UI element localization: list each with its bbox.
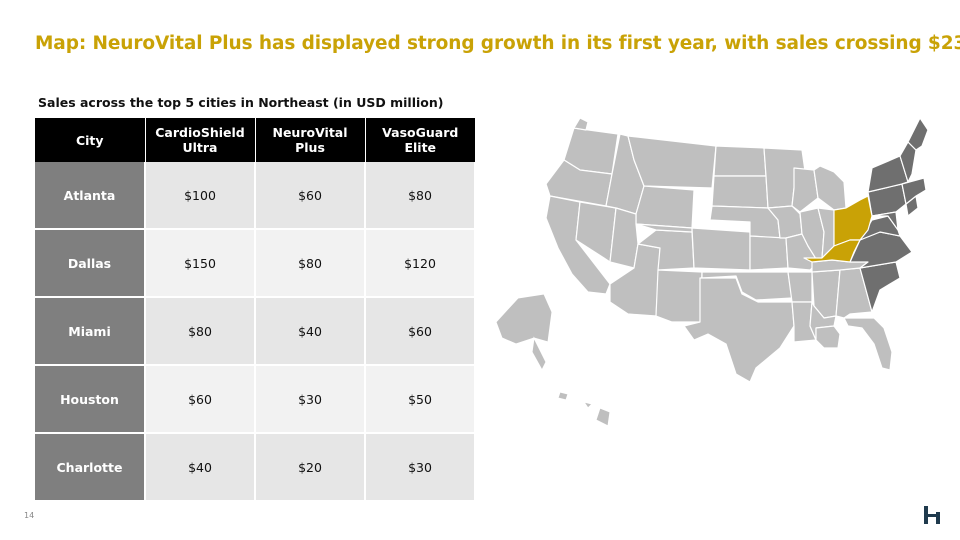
cardio-cell: $150 bbox=[145, 229, 256, 298]
table-subtitle: Sales across the top 5 cities in Northea… bbox=[38, 95, 444, 110]
table-row: Charlotte $40 $20 $30 bbox=[35, 433, 476, 502]
table-row: Miami $80 $40 $60 bbox=[35, 297, 476, 366]
sales-table: City CardioShield Ultra NeuroVital Plus … bbox=[35, 118, 476, 502]
map-gold-states bbox=[803, 195, 873, 263]
city-cell: Dallas bbox=[35, 229, 146, 298]
cardio-cell: $40 bbox=[145, 433, 256, 502]
table-header-row: City CardioShield Ultra NeuroVital Plus … bbox=[35, 118, 475, 162]
city-cell: Miami bbox=[35, 297, 146, 366]
vaso-cell: $30 bbox=[365, 433, 476, 502]
map-base-states bbox=[545, 117, 893, 383]
neuro-cell: $20 bbox=[255, 433, 366, 502]
neuro-cell: $30 bbox=[255, 365, 366, 434]
cardio-cell: $100 bbox=[145, 162, 256, 230]
page-number: 14 bbox=[24, 511, 35, 520]
table-row: Dallas $150 $80 $120 bbox=[35, 229, 476, 298]
vaso-cell: $80 bbox=[365, 162, 476, 230]
map-dark-states bbox=[849, 117, 928, 313]
header-vasoguard: VasoGuard Elite bbox=[365, 118, 475, 162]
neuro-cell: $40 bbox=[255, 297, 366, 366]
header-neurovital: NeuroVital Plus bbox=[255, 118, 366, 162]
vaso-cell: $120 bbox=[365, 229, 476, 298]
table-row: Houston $60 $30 $50 bbox=[35, 365, 476, 434]
vaso-cell: $60 bbox=[365, 297, 476, 366]
cardio-cell: $60 bbox=[145, 365, 256, 434]
header-city: City bbox=[35, 118, 146, 162]
header-cardioshield: CardioShield Ultra bbox=[145, 118, 256, 162]
map-alaska-hawaii bbox=[495, 293, 611, 427]
vaso-cell: $50 bbox=[365, 365, 476, 434]
brand-logo-icon bbox=[924, 506, 940, 524]
us-map-icon bbox=[495, 117, 928, 427]
table-row: Atlanta $100 $60 $80 bbox=[35, 162, 476, 230]
city-cell: Houston bbox=[35, 365, 146, 434]
neuro-cell: $60 bbox=[255, 162, 366, 230]
cardio-cell: $80 bbox=[145, 297, 256, 366]
city-cell: Atlanta bbox=[35, 162, 146, 230]
city-cell: Charlotte bbox=[35, 433, 146, 502]
neuro-cell: $80 bbox=[255, 229, 366, 298]
slide-title: Map: NeuroVital Plus has displayed stron… bbox=[35, 33, 960, 54]
